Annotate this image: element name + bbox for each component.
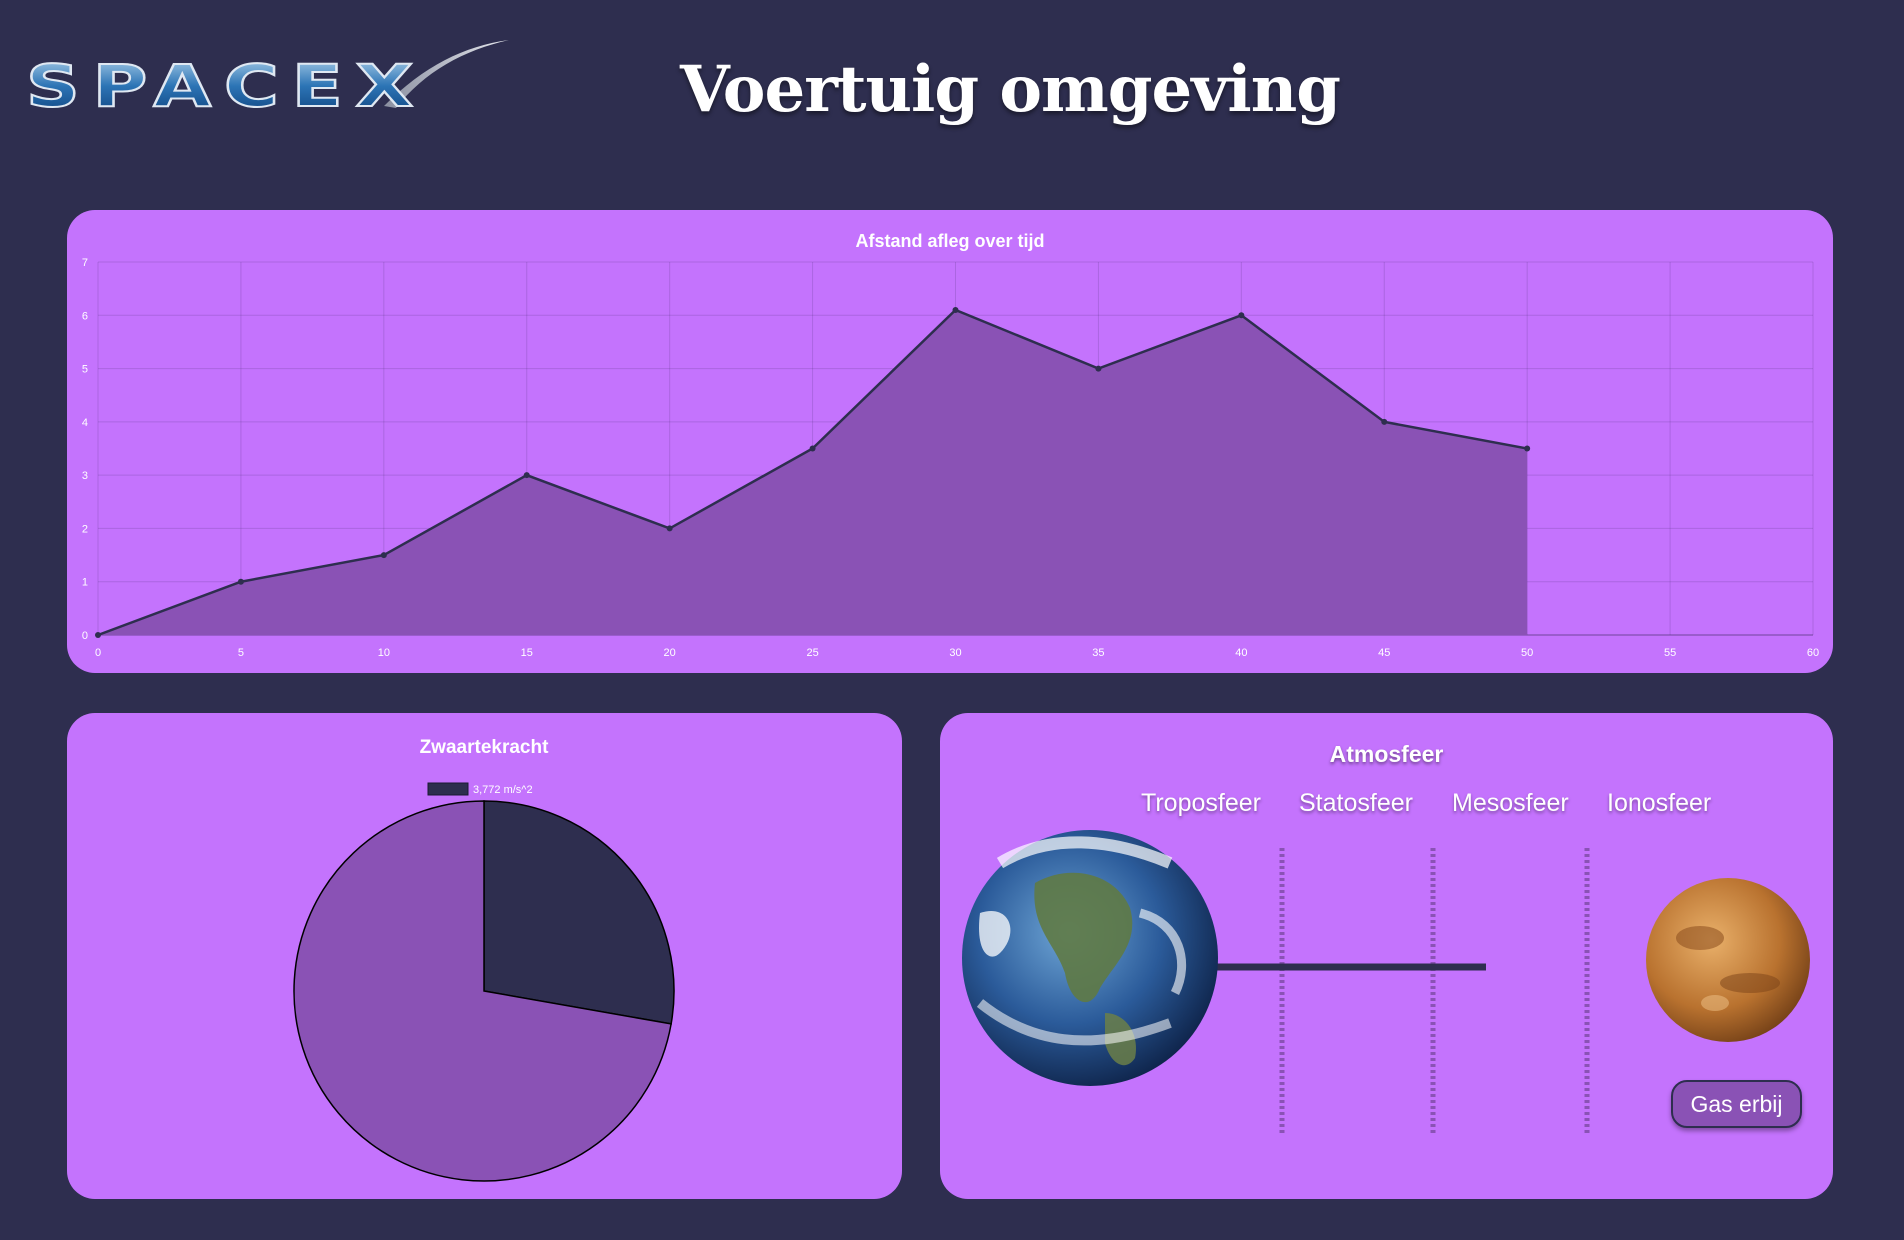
data-point [523,472,530,479]
data-point [1238,312,1245,319]
layer-label-ionosfeer: Ionosfeer [1607,789,1712,817]
x-tick-label: 60 [1807,647,1819,659]
layer-label-mesosfeer: Mesosfeer [1452,789,1569,817]
atmosphere-title: Atmosfeer [1329,741,1444,767]
earth-icon [962,830,1218,1086]
gravity-pie-chart: Zwaartekracht 3,772 m/s^2 [293,737,675,1182]
legend-label: 3,772 m/s^2 [473,784,533,796]
data-point [1381,418,1388,425]
data-point [237,578,244,585]
distance-chart-card: Afstand afleg over tijd 0 1 2 3 4 5 6 7 0 5 10 15 20 2… [67,210,1833,673]
x-tick-label: 0 [95,647,101,659]
x-tick-label: 50 [1521,647,1533,659]
y-tick-label: 3 [82,470,88,482]
x-tick-label: 35 [1092,647,1104,659]
data-point [809,445,816,452]
x-tick-label: 15 [521,647,533,659]
x-tick-label: 45 [1378,647,1390,659]
y-tick-label: 7 [82,257,88,269]
y-tick-label: 5 [82,364,88,376]
data-point [952,306,959,313]
y-tick-label: 6 [82,310,88,322]
x-tick-label: 20 [664,647,676,659]
layer-label-troposfeer: Troposfeer [1141,789,1261,817]
gravity-chart-card: Zwaartekracht 3,772 m/s^2 [67,713,902,1199]
x-tick-label: 10 [378,647,390,659]
spacex-logo: SPACEX [25,40,509,116]
data-point [666,525,673,532]
pie-slice-1 [293,800,672,1182]
mars-icon [1646,878,1810,1042]
add-gas-button[interactable]: Gas erbij [1671,1080,1802,1128]
data-point [1524,445,1531,452]
y-tick-label: 2 [82,523,88,535]
data-point [95,632,101,638]
y-tick-label: 0 [82,630,88,642]
gravity-chart-title: Zwaartekracht [420,737,550,758]
data-point [1095,365,1102,372]
x-tick-label: 25 [806,647,818,659]
svg-text:SPACEX: SPACEX [26,52,426,116]
y-tick-label: 4 [82,417,88,429]
legend-swatch [427,782,469,796]
pie-slice-0 [483,800,675,1025]
area-fill [98,309,1528,635]
atmosphere-card: Atmosfeer Troposfeer Statosfeer Mesosfee… [940,713,1833,1199]
data-point [380,552,387,559]
layer-label-statosfeer: Statosfeer [1299,789,1413,817]
distance-chart-title: Afstand afleg over tijd [855,231,1044,251]
x-tick-label: 5 [238,647,244,659]
x-tick-label: 30 [949,647,961,659]
y-tick-label: 1 [82,577,88,589]
x-tick-label: 55 [1664,647,1676,659]
x-tick-label: 40 [1235,647,1247,659]
